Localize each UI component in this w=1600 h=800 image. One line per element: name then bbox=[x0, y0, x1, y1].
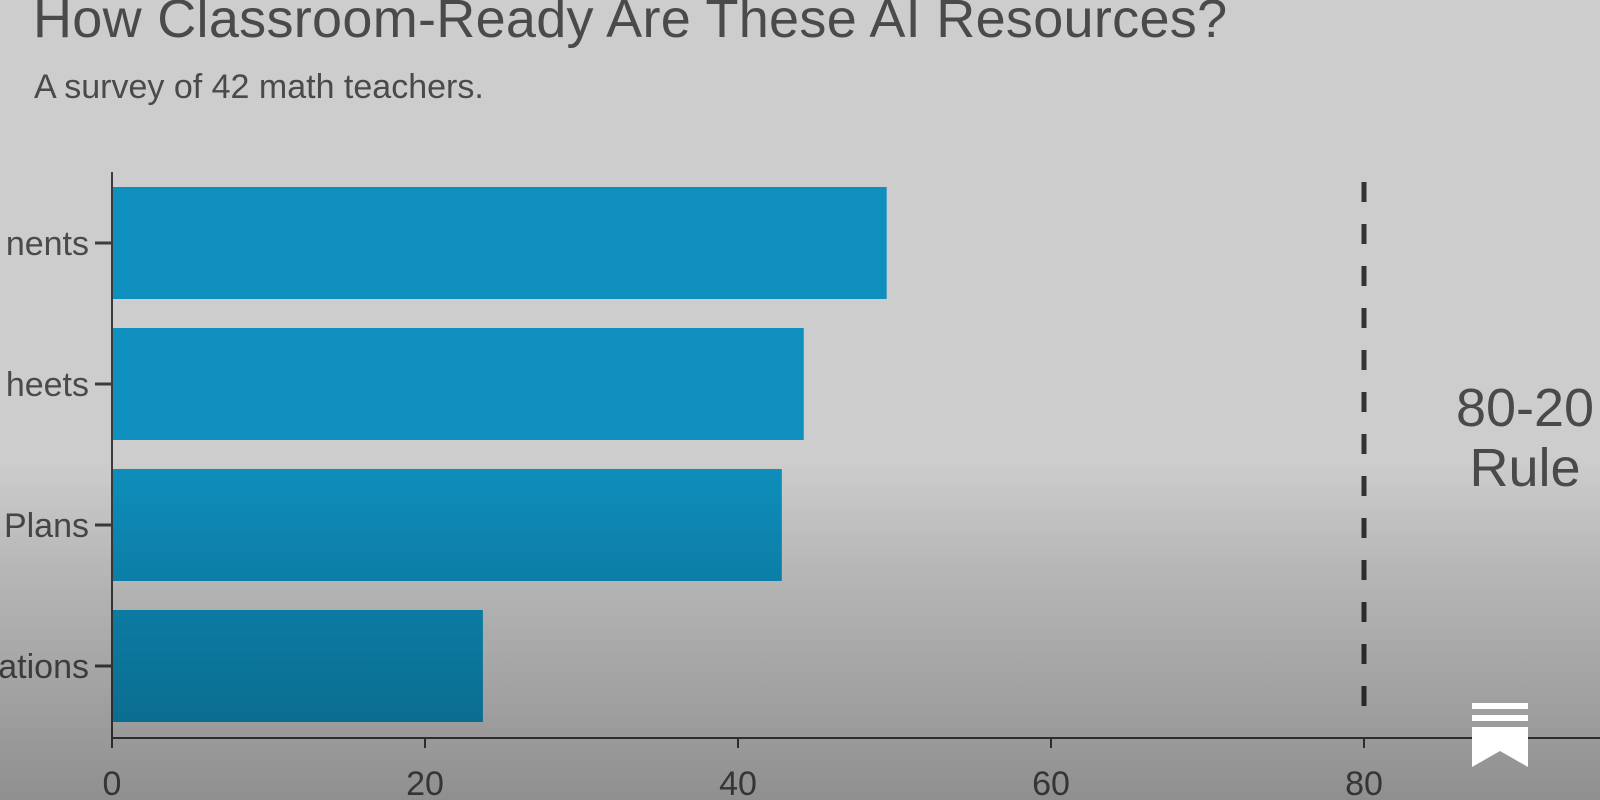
x-tick-label: 80 bbox=[1345, 765, 1383, 800]
x-tick-label: 0 bbox=[103, 765, 122, 800]
reference-label-line1: 80-20 bbox=[1455, 378, 1595, 438]
reference-line-label: 80-20 Rule bbox=[1420, 378, 1600, 498]
x-tick-label: 60 bbox=[1032, 765, 1070, 800]
bar bbox=[113, 469, 782, 581]
x-tick-label: 20 bbox=[406, 765, 444, 800]
y-tick-label: heets bbox=[6, 366, 89, 404]
bar bbox=[113, 328, 804, 440]
y-tick-label: nents bbox=[6, 225, 89, 263]
bookmark-icon[interactable] bbox=[1472, 703, 1528, 767]
bar bbox=[113, 610, 483, 722]
chart-subtitle: A survey of 42 math teachers. bbox=[34, 68, 484, 106]
y-tick-label: Plans bbox=[4, 507, 89, 545]
chart-title: How Classroom-Ready Are These AI Resourc… bbox=[33, 0, 1228, 49]
y-tick-label: ations bbox=[0, 648, 89, 686]
bar bbox=[113, 187, 887, 299]
x-tick-label: 40 bbox=[719, 765, 757, 800]
reference-label-line2: Rule bbox=[1469, 438, 1581, 498]
